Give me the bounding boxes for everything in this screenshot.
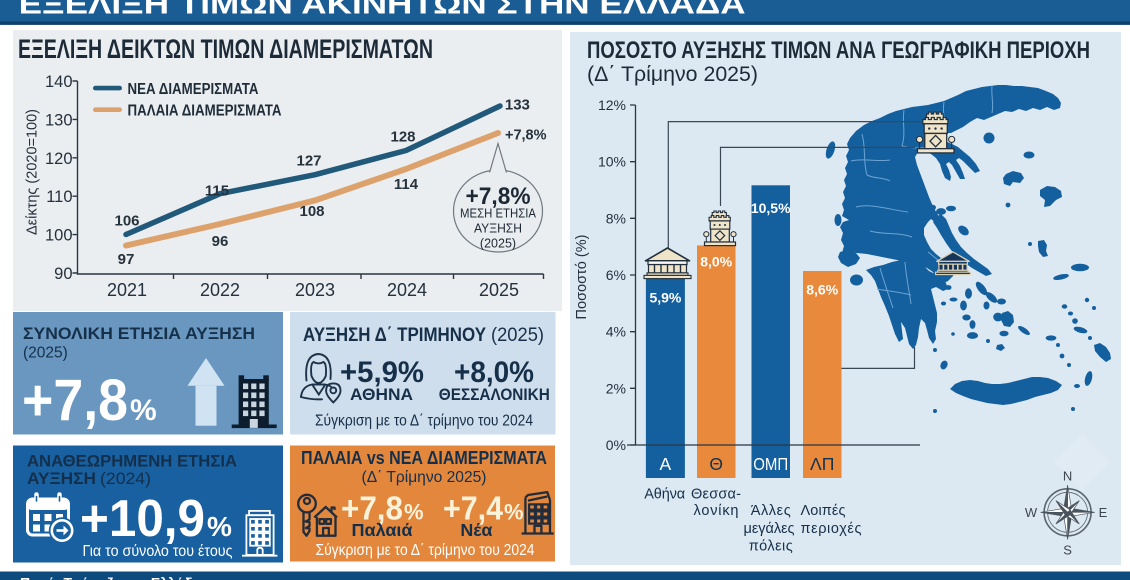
svg-text:120: 120 bbox=[45, 150, 73, 168]
svg-text:περιοχές: περιοχές bbox=[801, 521, 862, 537]
svg-text:128: 128 bbox=[390, 128, 415, 145]
svg-text:2021: 2021 bbox=[107, 280, 147, 300]
svg-text:πόλεις: πόλεις bbox=[749, 539, 793, 555]
svg-text:N: N bbox=[1063, 468, 1072, 483]
svg-text:ΑΘΗΝΑ: ΑΘΗΝΑ bbox=[350, 385, 413, 404]
svg-text:108: 108 bbox=[299, 203, 324, 220]
svg-text:+10,9: +10,9 bbox=[80, 490, 205, 548]
svg-text:2024: 2024 bbox=[387, 280, 427, 300]
svg-text:2023: 2023 bbox=[295, 280, 335, 300]
svg-text:5,9%: 5,9% bbox=[649, 290, 681, 306]
svg-text:8,0%: 8,0% bbox=[700, 254, 732, 270]
svg-text:8%: 8% bbox=[606, 210, 626, 226]
svg-text:+7,8%: +7,8% bbox=[466, 183, 531, 210]
svg-text:ΟΜΠ: ΟΜΠ bbox=[753, 454, 788, 474]
svg-text:+8,0%: +8,0% bbox=[454, 356, 534, 389]
svg-text:(2025): (2025) bbox=[23, 345, 68, 362]
svg-text:ΠΑΛΑΙΑ vs ΝΕΑ ΔΙΑΜΕΡΙΣΜΑΤΑ: ΠΑΛΑΙΑ vs ΝΕΑ ΔΙΑΜΕΡΙΣΜΑΤΑ bbox=[301, 448, 547, 468]
svg-text:Λοιπές: Λοιπές bbox=[801, 503, 846, 519]
svg-text:ΠΑΛΑΙΑ ΔΙΑΜΕΡΙΣΜΑΤΑ: ΠΑΛΑΙΑ ΔΙΑΜΕΡΙΣΜΑΤΑ bbox=[128, 103, 282, 120]
svg-text:130: 130 bbox=[45, 111, 73, 129]
svg-text:0%: 0% bbox=[606, 437, 626, 453]
svg-text:2%: 2% bbox=[606, 380, 626, 396]
svg-text:+5,9%: +5,9% bbox=[340, 356, 424, 389]
svg-text:ΛΠ: ΛΠ bbox=[810, 454, 834, 474]
svg-text:Θ: Θ bbox=[709, 454, 723, 474]
svg-text:ΕΞΕΛΙΞΗ ΤΙΜΩΝ ΑΚΙΝΗΤΩΝ ΣΤΗΝ ΕΛ: ΕΞΕΛΙΞΗ ΤΙΜΩΝ ΑΚΙΝΗΤΩΝ ΣΤΗΝ ΕΛΛΑΔΑ bbox=[19, 0, 746, 20]
svg-text:ΠΟΣΟΣΤΟ ΑΥΞΗΣΗΣ ΤΙΜΩΝ ΑΝΑ ΓΕΩΓ: ΠΟΣΟΣΤΟ ΑΥΞΗΣΗΣ ΤΙΜΩΝ ΑΝΑ ΓΕΩΓΡΑΦΙΚΗ ΠΕΡ… bbox=[587, 37, 1090, 64]
svg-text:W: W bbox=[1025, 505, 1038, 520]
svg-text:10,5%: 10,5% bbox=[751, 200, 791, 216]
svg-text:2022: 2022 bbox=[200, 280, 240, 300]
svg-text:Παλαιά: Παλαιά bbox=[352, 520, 413, 540]
svg-text:ΕΞΕΛΙΞΗ ΔΕΙΚΤΩΝ ΤΙΜΩΝ ΔΙΑΜΕΡΙΣ: ΕΞΕΛΙΞΗ ΔΕΙΚΤΩΝ ΤΙΜΩΝ ΔΙΑΜΕΡΙΣΜΑΤΩΝ bbox=[18, 34, 433, 64]
svg-text:114: 114 bbox=[394, 176, 419, 193]
svg-text:μεγάλες: μεγάλες bbox=[744, 521, 795, 537]
svg-text:110: 110 bbox=[46, 188, 72, 206]
svg-text:8,6%: 8,6% bbox=[806, 282, 838, 298]
svg-text:133: 133 bbox=[505, 96, 530, 113]
svg-text:Νέα: Νέα bbox=[460, 520, 492, 540]
svg-text:97: 97 bbox=[118, 251, 135, 268]
svg-text:127: 127 bbox=[296, 153, 321, 170]
svg-text:(2025): (2025) bbox=[480, 237, 516, 251]
svg-text:(2024): (2024) bbox=[100, 469, 151, 488]
svg-text:+7,8: +7,8 bbox=[22, 368, 128, 433]
svg-text:ΣΥΝΟΛΙΚΗ ΕΤΗΣΙΑ ΑΥΞΗΣΗ: ΣΥΝΟΛΙΚΗ ΕΤΗΣΙΑ ΑΥΞΗΣΗ bbox=[23, 324, 255, 343]
svg-text:96: 96 bbox=[212, 233, 229, 250]
svg-text:ΑΝΑΘΕΩΡΗΜΕΝΗ ΕΤΗΣΙΑ: ΑΝΑΘΕΩΡΗΜΕΝΗ ΕΤΗΣΙΑ bbox=[27, 452, 237, 471]
svg-text:ΑΥΞΗΣΗ: ΑΥΞΗΣΗ bbox=[474, 222, 522, 236]
svg-text:Α: Α bbox=[660, 454, 672, 474]
svg-text:ΜΕΣΗ ΕΤΗΣΙΑ: ΜΕΣΗ ΕΤΗΣΙΑ bbox=[460, 207, 537, 221]
svg-text:+7,8: +7,8 bbox=[341, 489, 403, 526]
svg-text:10%: 10% bbox=[598, 154, 626, 170]
svg-text:Ποσοστό (%): Ποσοστό (%) bbox=[574, 235, 590, 320]
svg-text:Σύγκριση με το Δ΄ τρίμηνο του: Σύγκριση με το Δ΄ τρίμηνο του 2024 bbox=[316, 542, 535, 559]
svg-text:(Δ΄ Τρίμηνο 2025): (Δ΄ Τρίμηνο 2025) bbox=[362, 469, 487, 486]
svg-text:%: % bbox=[207, 511, 232, 542]
svg-text:106: 106 bbox=[114, 212, 139, 229]
svg-text:%: % bbox=[404, 499, 424, 524]
svg-text:%: % bbox=[130, 394, 157, 427]
svg-text:λονίκη: λονίκη bbox=[694, 503, 739, 519]
svg-text:140: 140 bbox=[45, 73, 73, 91]
svg-text:(2025): (2025) bbox=[491, 325, 544, 346]
svg-text:ΑΥΞΗΣΗ: ΑΥΞΗΣΗ bbox=[27, 469, 96, 488]
svg-text:ΘΕΣΣΑΛΟΝΙΚΗ: ΘΕΣΣΑΛΟΝΙΚΗ bbox=[439, 385, 550, 404]
svg-text:ΝΕΑ ΔΙΑΜΕΡΙΣΜΑΤΑ: ΝΕΑ ΔΙΑΜΕΡΙΣΜΑΤΑ bbox=[128, 81, 259, 98]
svg-text:+7,4: +7,4 bbox=[443, 489, 504, 526]
svg-text:2025: 2025 bbox=[479, 280, 519, 300]
svg-text:S: S bbox=[1063, 542, 1072, 557]
svg-text:Πηγή: Τράπεζα της Ελλάδος: Πηγή: Τράπεζα της Ελλάδος bbox=[20, 575, 209, 580]
svg-text:E: E bbox=[1099, 505, 1108, 520]
svg-text:90: 90 bbox=[54, 265, 72, 283]
svg-text:Θεσσα-: Θεσσα- bbox=[691, 487, 741, 503]
svg-text:12%: 12% bbox=[598, 97, 626, 113]
svg-text:Σύγκριση με το Δ΄ τρίμηνο του: Σύγκριση με το Δ΄ τρίμηνο του 2024 bbox=[315, 413, 533, 430]
svg-text:Αθήνα: Αθήνα bbox=[644, 487, 685, 503]
svg-text:4%: 4% bbox=[606, 324, 626, 340]
svg-text:Άλλες: Άλλες bbox=[751, 503, 791, 519]
svg-text:Για το σύνολο του έτους: Για το σύνολο του έτους bbox=[83, 543, 233, 560]
svg-text:ΑΥΞΗΣΗ Δ΄ ΤΡΙΜΗΝΟΥ: ΑΥΞΗΣΗ Δ΄ ΤΡΙΜΗΝΟΥ bbox=[303, 325, 486, 346]
svg-text:6%: 6% bbox=[606, 267, 626, 283]
svg-text:Δείκτης (2020=100): Δείκτης (2020=100) bbox=[25, 109, 41, 235]
svg-text:100: 100 bbox=[45, 227, 73, 245]
svg-text:+7,8%: +7,8% bbox=[505, 127, 547, 143]
svg-text:%: % bbox=[504, 499, 524, 524]
svg-text:115: 115 bbox=[205, 183, 229, 200]
svg-text:(Δ΄ Τρίμηνο 2025): (Δ΄ Τρίμηνο 2025) bbox=[587, 63, 758, 86]
